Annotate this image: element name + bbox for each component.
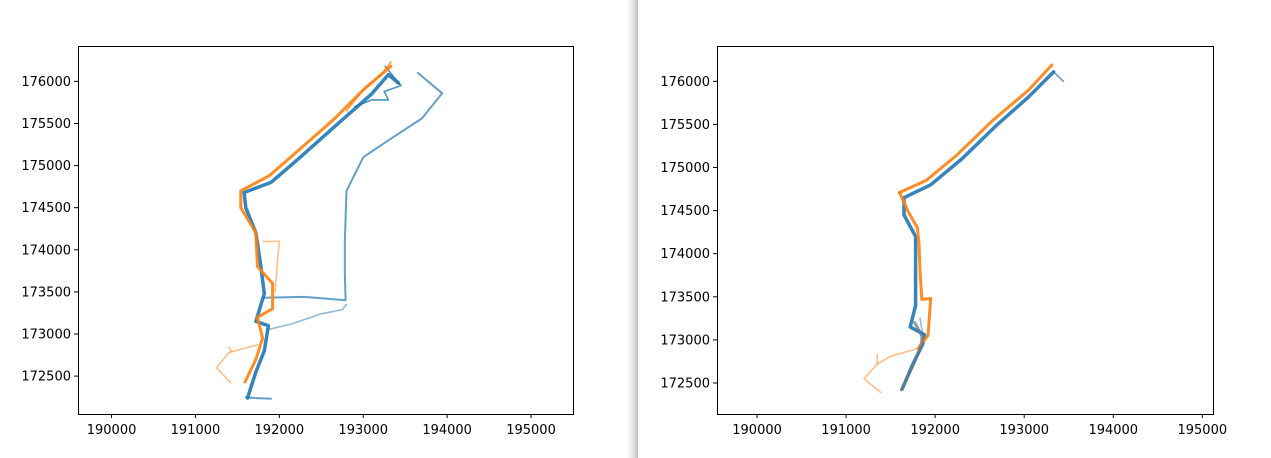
trajectory-line-6 <box>215 344 259 384</box>
y-tick-label: 175500 <box>660 118 710 133</box>
y-tick-label: 176000 <box>21 75 71 90</box>
y-tick-label: 176000 <box>660 75 710 90</box>
y-tick-label: 172500 <box>21 370 71 385</box>
y-tick-label: 173500 <box>660 290 710 305</box>
trajectory-line-9 <box>345 61 392 112</box>
y-tick-label: 174500 <box>660 204 710 219</box>
x-tick-label: 193000 <box>999 423 1049 438</box>
plot-area <box>215 61 444 400</box>
trajectory-line-4 <box>354 65 402 108</box>
y-tick-label: 174000 <box>660 247 710 262</box>
trajectory-line-5 <box>239 64 393 384</box>
trajectory-line-2 <box>261 71 444 302</box>
trajectory-line-1 <box>244 396 272 400</box>
x-tick-label: 190000 <box>732 423 782 438</box>
x-tick-label: 194000 <box>1088 423 1138 438</box>
x-tick-label: 195000 <box>506 423 556 438</box>
x-tick-label: 194000 <box>422 423 472 438</box>
x-tick-label: 190000 <box>87 423 137 438</box>
trajectory-line-8 <box>262 240 281 293</box>
y-tick-label: 173000 <box>660 333 710 348</box>
x-tick-label: 191000 <box>821 423 871 438</box>
left-plot-panel: 190000 191000 192000 193000 194000 195000 1725… <box>21 46 574 438</box>
x-tick-label: 193000 <box>338 423 388 438</box>
axes-frame <box>717 46 1214 415</box>
y-tick-label: 174000 <box>21 243 71 258</box>
trajectory-line-0 <box>242 72 401 400</box>
x-tick-label: 191000 <box>171 423 221 438</box>
y-tick-label: 172500 <box>660 376 710 391</box>
x-tick-label: 192000 <box>255 423 305 438</box>
chart-right: 190000 191000 192000 193000 194000 195000 1725… <box>660 46 1227 438</box>
trajectory-line-3 <box>266 303 348 331</box>
axes-frame <box>78 46 574 415</box>
y-tick-label: 174500 <box>21 201 71 216</box>
trajectory-line-4 <box>898 63 1054 194</box>
x-tick-label: 195000 <box>1177 423 1227 438</box>
y-tick-label: 175000 <box>660 161 710 176</box>
trajectory-line-1 <box>1052 71 1065 83</box>
plot-area <box>863 63 1065 394</box>
y-tick-label: 175500 <box>21 117 71 132</box>
y-tick-label: 173000 <box>21 328 71 343</box>
y-tick-label: 173500 <box>21 285 71 300</box>
trajectory-line-7 <box>899 321 924 392</box>
x-tick-label: 192000 <box>910 423 960 438</box>
y-tick-label: 175000 <box>21 159 71 174</box>
trajectory-line-3 <box>898 191 933 350</box>
right-plot-panel: 190000 191000 192000 193000 194000 195000 1725… <box>636 0 1271 458</box>
panel-divider[interactable] <box>626 0 638 458</box>
trajectory-line-7 <box>228 346 233 353</box>
chart-left: 190000 191000 192000 193000 194000 195000 1725… <box>21 46 574 438</box>
